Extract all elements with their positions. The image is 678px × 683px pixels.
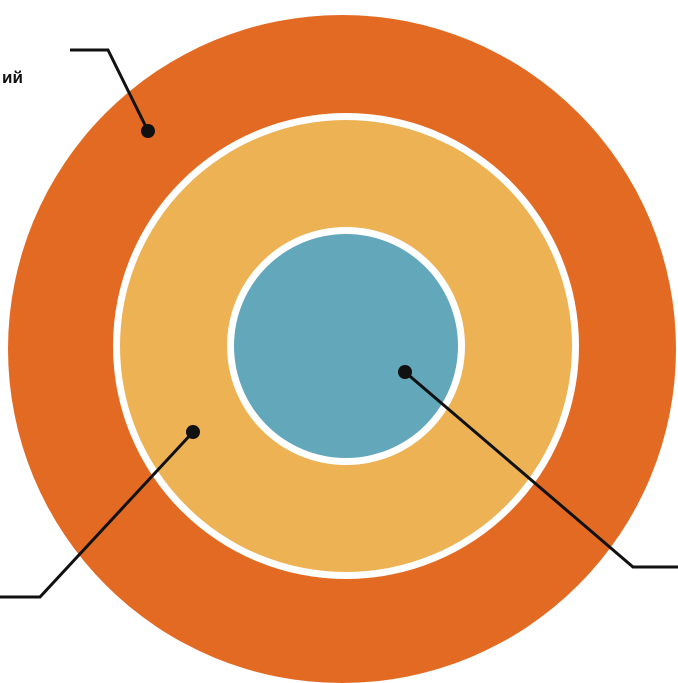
middle-leader-dot [186,425,200,439]
inner-leader-dot [398,365,412,379]
outer-leader-line [70,48,150,132]
inner-leader-line [404,370,678,569]
outer-ring-label: ий [2,68,23,87]
outer-leader-dot [141,124,155,138]
middle-leader-line [0,430,195,599]
inner-circle [234,234,458,458]
